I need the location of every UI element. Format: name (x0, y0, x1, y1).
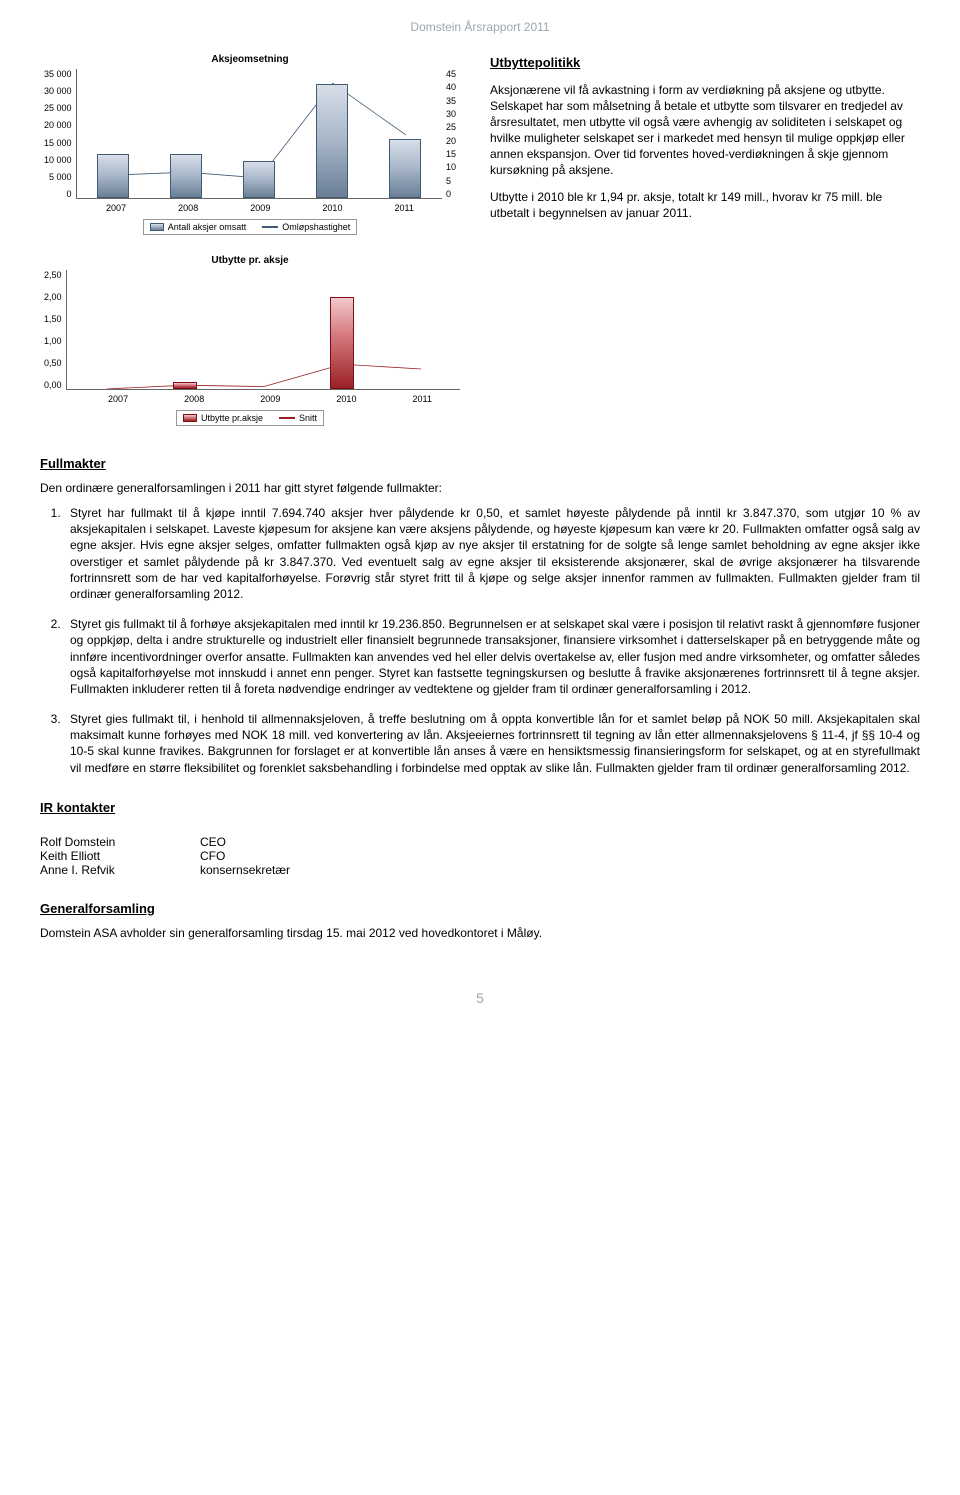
chart1-bar (97, 154, 129, 198)
page-number: 5 (40, 990, 920, 1006)
chart-aksjeomsetning: Aksjeomsetning 35 000 30 000 25 000 20 0… (40, 54, 460, 235)
fullmakt-item-3: Styret gies fullmakt til, i henhold til … (64, 711, 920, 776)
chart1-y-right: 45 40 35 30 25 20 15 10 5 0 (442, 69, 460, 199)
contact-row: Keith Elliott CFO (40, 849, 920, 863)
chart1-bar (389, 139, 421, 198)
chart2-line (67, 270, 460, 389)
contact-role: CEO (200, 835, 226, 849)
chart2-x-axis: 2007 2008 2009 2010 2011 (80, 394, 460, 404)
chart-utbytte: Utbytte pr. aksje 2,50 2,00 1,50 1,00 0,… (40, 255, 460, 426)
ir-contacts: Rolf Domstein CEO Keith Elliott CFO Anne… (40, 835, 920, 877)
chart1-plot (76, 69, 442, 199)
bar-swatch-icon (183, 414, 197, 422)
legend-item: Omløpshastighet (262, 222, 350, 232)
chart1-legend: Antall aksjer omsatt Omløpshastighet (143, 219, 358, 235)
gf-heading: Generalforsamling (40, 901, 920, 916)
chart1-x-axis: 2007 2008 2009 2010 2011 (80, 203, 440, 213)
ir-heading: IR kontakter (40, 800, 920, 815)
policy-paragraph-1: Aksjonærene vil få avkastning i form av … (490, 82, 920, 179)
fullmakter-intro: Den ordinære generalforsamlingen i 2011 … (40, 481, 920, 495)
top-section: Aksjeomsetning 35 000 30 000 25 000 20 0… (40, 54, 920, 426)
page-header: Domstein Årsrapport 2011 (40, 20, 920, 34)
policy-text-column: Utbyttepolitikk Aksjonærene vil få avkas… (490, 54, 920, 426)
line-swatch-icon (262, 226, 278, 228)
chart2-title: Utbytte pr. aksje (40, 255, 460, 266)
legend-item: Utbytte pr.aksje (183, 413, 263, 423)
chart2-bar (330, 297, 354, 389)
legend-item: Antall aksjer omsatt (150, 222, 247, 232)
fullmakt-item-1: Styret har fullmakt til å kjøpe inntil 7… (64, 505, 920, 602)
chart2-y-left: 2,50 2,00 1,50 1,00 0,50 0,00 (40, 270, 66, 390)
bar-swatch-icon (150, 223, 164, 231)
contact-name: Keith Elliott (40, 849, 200, 863)
fullmakter-heading: Fullmakter (40, 456, 920, 471)
charts-column: Aksjeomsetning 35 000 30 000 25 000 20 0… (40, 54, 460, 426)
policy-heading: Utbyttepolitikk (490, 54, 920, 72)
fullmakter-list: Styret har fullmakt til å kjøpe inntil 7… (40, 505, 920, 776)
chart2-legend: Utbytte pr.aksje Snitt (176, 410, 324, 426)
gf-text: Domstein ASA avholder sin generalforsaml… (40, 926, 920, 940)
chart1-bar (316, 84, 348, 198)
chart2-plot (66, 270, 460, 390)
chart1-y-left: 35 000 30 000 25 000 20 000 15 000 10 00… (40, 69, 76, 199)
contact-role: CFO (200, 849, 225, 863)
contact-row: Anne I. Refvik konsernsekretær (40, 863, 920, 877)
policy-paragraph-2: Utbytte i 2010 ble kr 1,94 pr. aksje, to… (490, 189, 920, 221)
contact-role: konsernsekretær (200, 863, 290, 877)
contact-row: Rolf Domstein CEO (40, 835, 920, 849)
contact-name: Anne I. Refvik (40, 863, 200, 877)
legend-item: Snitt (279, 413, 317, 423)
contact-name: Rolf Domstein (40, 835, 200, 849)
fullmakt-item-2: Styret gis fullmakt til å forhøye aksjek… (64, 616, 920, 697)
chart1-bar (243, 161, 275, 198)
chart1-bar (170, 154, 202, 198)
chart1-title: Aksjeomsetning (40, 54, 460, 65)
line-swatch-icon (279, 417, 295, 419)
chart2-bar (173, 382, 197, 389)
